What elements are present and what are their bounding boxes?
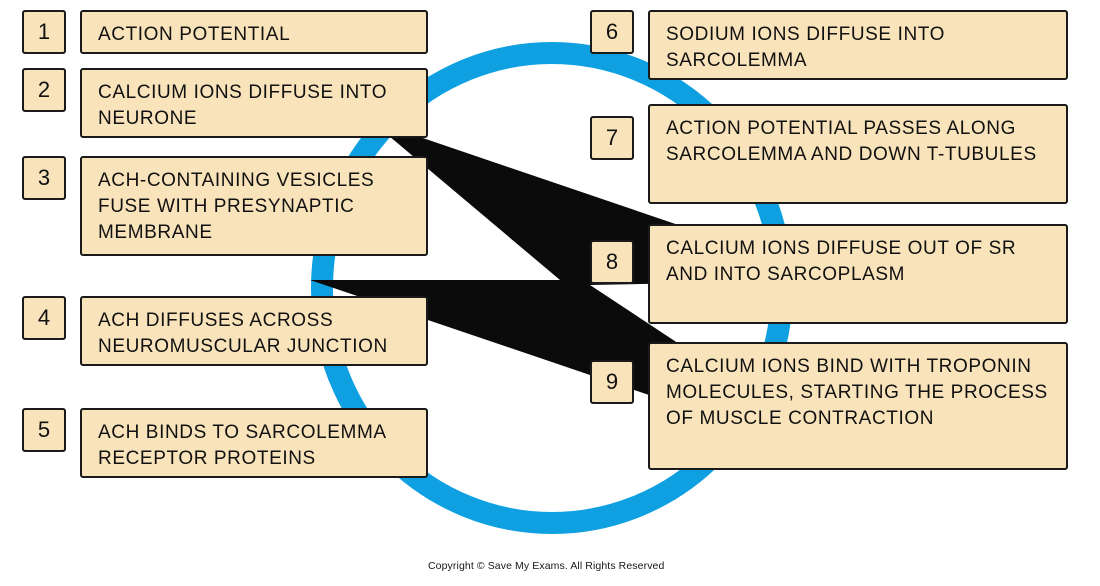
step-number: 5: [22, 408, 66, 452]
step-label: ACh BINDS TO SARCOLEMMA RECEPTOR PROTEIN…: [98, 422, 386, 469]
step-number: 7: [590, 116, 634, 160]
step-number-label: 5: [38, 417, 50, 443]
step-label: SODIUM IONS DIFFUSE INTO SARCOLEMMA: [666, 24, 945, 71]
step-number: 9: [590, 360, 634, 404]
step-number-label: 1: [38, 19, 50, 45]
step-number: 8: [590, 240, 634, 284]
step-label: CALCIUM IONS DIFFUSE OUT OF SR AND INTO …: [666, 238, 1016, 285]
step-number: 4: [22, 296, 66, 340]
step-number: 2: [22, 68, 66, 112]
step-number-label: 4: [38, 305, 50, 331]
copyright-text: Copyright © Save My Exams. All Rights Re…: [428, 560, 664, 572]
step-box: ACh DIFFUSES ACROSS NEUROMUSCULAR JUNCTI…: [80, 296, 428, 366]
step-label: CALCIUM IONS BIND WITH TROPONIN MOLECULE…: [666, 356, 1048, 429]
step-number-label: 8: [606, 249, 618, 275]
step-label: ACh-CONTAINING VESICLES FUSE WITH PRESYN…: [98, 170, 374, 243]
step-label: ACTION POTENTIAL: [98, 24, 290, 45]
step-label: ACh DIFFUSES ACROSS NEUROMUSCULAR JUNCTI…: [98, 310, 388, 357]
step-box: ACTION POTENTIAL: [80, 10, 428, 54]
step-number-label: 2: [38, 77, 50, 103]
step-box: ACTION POTENTIAL PASSES ALONG SARCOLEMMA…: [648, 104, 1068, 204]
step-box: ACh BINDS TO SARCOLEMMA RECEPTOR PROTEIN…: [80, 408, 428, 478]
step-box: SODIUM IONS DIFFUSE INTO SARCOLEMMA: [648, 10, 1068, 80]
step-box: CALCIUM IONS DIFFUSE INTO NEURONE: [80, 68, 428, 138]
diagram-stage: 1 ACTION POTENTIAL 2 CALCIUM IONS DIFFUSE I…: [0, 0, 1100, 586]
step-number: 6: [590, 10, 634, 54]
step-number: 1: [22, 10, 66, 54]
step-label: CALCIUM IONS DIFFUSE INTO NEURONE: [98, 82, 387, 129]
step-label: ACTION POTENTIAL PASSES ALONG SARCOLEMMA…: [666, 118, 1037, 165]
step-number: 3: [22, 156, 66, 200]
step-box: ACh-CONTAINING VESICLES FUSE WITH PRESYN…: [80, 156, 428, 256]
step-box: CALCIUM IONS DIFFUSE OUT OF SR AND INTO …: [648, 224, 1068, 324]
step-number-label: 6: [606, 19, 618, 45]
step-number-label: 7: [606, 125, 618, 151]
step-number-label: 3: [38, 165, 50, 191]
step-number-label: 9: [606, 369, 618, 395]
step-box: CALCIUM IONS BIND WITH TROPONIN MOLECULE…: [648, 342, 1068, 470]
